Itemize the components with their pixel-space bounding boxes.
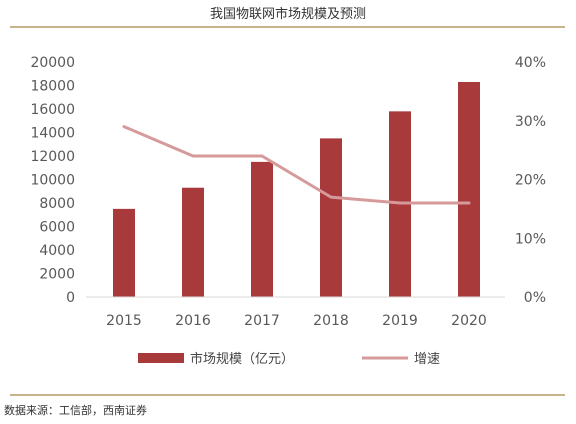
x-axis: 2015 2016 2017 2018 2019 2020: [86, 296, 505, 329]
y-left-tick-label: 8000: [39, 196, 75, 212]
y-left-tick-label: 0: [66, 290, 75, 306]
legend-label-bar: 市场规模（亿元）: [190, 351, 294, 367]
growth-point-2020: [467, 201, 471, 205]
y-left-tick-label: 4000: [39, 243, 75, 259]
bar-2015: [113, 208, 135, 297]
chart-title: 我国物联网市场规模及预测: [209, 7, 366, 22]
bar-2018: [320, 138, 342, 297]
data-source-note: 数据来源：工信部，西南证券: [4, 404, 147, 417]
growth-point-2017: [260, 154, 264, 158]
y-left-tick-label: 2000: [39, 267, 75, 283]
bar-2020: [458, 81, 480, 297]
y-left-tick-label: 10000: [30, 173, 75, 189]
growth-point-2015: [122, 125, 126, 129]
y-left-tick-label: 18000: [30, 79, 75, 95]
growth-line: [123, 125, 469, 205]
x-tick-label: 2018: [313, 313, 349, 329]
bar-2016: [182, 187, 204, 297]
x-tick-label: 2020: [451, 313, 487, 329]
legend-swatch-bar: [138, 353, 184, 363]
y-left-tick-label: 16000: [30, 102, 75, 118]
y-left-tick-label: 20000: [30, 55, 75, 71]
x-tick-label: 2015: [106, 313, 142, 329]
y-right-tick-label: 40%: [515, 55, 546, 71]
y-left-tick-label: 6000: [39, 220, 75, 236]
chart-panel: [10, 26, 565, 396]
line-series: [122, 125, 471, 205]
growth-point-2016: [191, 154, 195, 158]
bar-2017: [251, 161, 273, 297]
legend-label-line: 增速: [414, 352, 440, 367]
growth-point-2018: [329, 195, 333, 199]
x-tick-label: 2019: [382, 313, 418, 329]
bar-series: [113, 81, 480, 297]
y-right-tick-label: 0%: [524, 290, 546, 306]
y-left-tick-label: 14000: [30, 126, 75, 142]
x-tick-label: 2017: [244, 313, 280, 329]
x-tick-label: 2016: [175, 313, 211, 329]
y-left-tick-label: 12000: [30, 149, 75, 165]
growth-point-2019: [398, 201, 402, 205]
y-axis-left: 0 2000 4000 6000 8000 10000 12000 14000 16000 180…: [30, 55, 75, 306]
legend: 市场规模（亿元） 增速: [138, 351, 440, 367]
y-right-tick-label: 30%: [515, 114, 546, 130]
y-right-tick-label: 10%: [515, 231, 546, 247]
y-axis-right: 0% 10% 20% 30% 40%: [515, 55, 546, 306]
y-right-tick-label: 20%: [515, 173, 546, 189]
